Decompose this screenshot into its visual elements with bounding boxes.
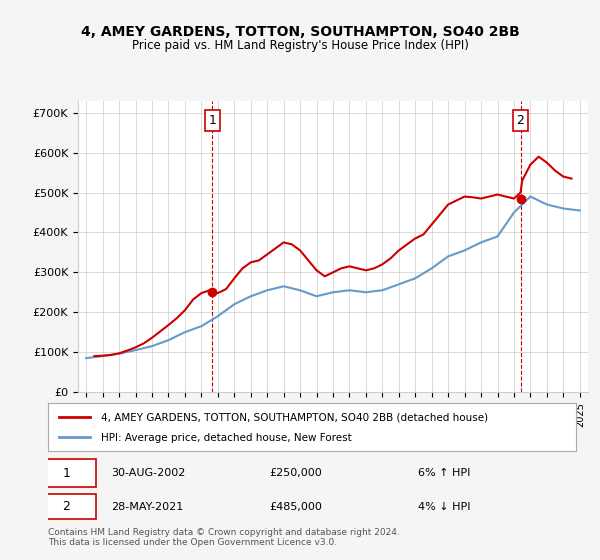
Text: 30-AUG-2002: 30-AUG-2002 xyxy=(112,468,186,478)
Text: 4% ↓ HPI: 4% ↓ HPI xyxy=(418,502,470,511)
Text: 6% ↑ HPI: 6% ↑ HPI xyxy=(418,468,470,478)
Text: 28-MAY-2021: 28-MAY-2021 xyxy=(112,502,184,511)
Text: 2: 2 xyxy=(517,114,524,127)
Text: £485,000: £485,000 xyxy=(270,502,323,511)
Text: 1: 1 xyxy=(62,466,70,480)
FancyBboxPatch shape xyxy=(37,459,95,487)
FancyBboxPatch shape xyxy=(37,493,95,520)
Text: 4, AMEY GARDENS, TOTTON, SOUTHAMPTON, SO40 2BB (detached house): 4, AMEY GARDENS, TOTTON, SOUTHAMPTON, SO… xyxy=(101,413,488,422)
Text: Contains HM Land Registry data © Crown copyright and database right 2024.
This d: Contains HM Land Registry data © Crown c… xyxy=(48,528,400,547)
Text: HPI: Average price, detached house, New Forest: HPI: Average price, detached house, New … xyxy=(101,433,352,444)
Text: 1: 1 xyxy=(208,114,217,127)
Text: 2: 2 xyxy=(62,500,70,513)
Text: £250,000: £250,000 xyxy=(270,468,323,478)
Text: Price paid vs. HM Land Registry's House Price Index (HPI): Price paid vs. HM Land Registry's House … xyxy=(131,39,469,52)
Text: 4, AMEY GARDENS, TOTTON, SOUTHAMPTON, SO40 2BB: 4, AMEY GARDENS, TOTTON, SOUTHAMPTON, SO… xyxy=(80,25,520,39)
